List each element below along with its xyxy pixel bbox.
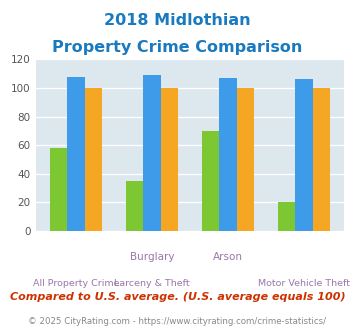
Bar: [219, 78, 237, 231]
Bar: [160, 88, 178, 231]
Text: Motor Vehicle Theft: Motor Vehicle Theft: [258, 279, 350, 288]
Bar: [202, 131, 219, 231]
Text: Compared to U.S. average. (U.S. average equals 100): Compared to U.S. average. (U.S. average …: [10, 292, 345, 302]
Bar: [237, 88, 254, 231]
Text: © 2025 CityRating.com - https://www.cityrating.com/crime-statistics/: © 2025 CityRating.com - https://www.city…: [28, 317, 327, 326]
Text: All Property Crime: All Property Crime: [33, 279, 119, 288]
Text: Property Crime Comparison: Property Crime Comparison: [52, 40, 303, 54]
Bar: [295, 80, 313, 231]
Bar: [126, 181, 143, 231]
Text: 2018 Midlothian: 2018 Midlothian: [104, 13, 251, 28]
Bar: [313, 88, 330, 231]
Text: Burglary: Burglary: [130, 251, 174, 262]
Bar: [143, 75, 160, 231]
Bar: [67, 77, 84, 231]
Bar: [278, 202, 295, 231]
Bar: [50, 148, 67, 231]
Text: Larceny & Theft: Larceny & Theft: [114, 279, 190, 288]
Text: Arson: Arson: [213, 251, 243, 262]
Bar: [84, 88, 102, 231]
